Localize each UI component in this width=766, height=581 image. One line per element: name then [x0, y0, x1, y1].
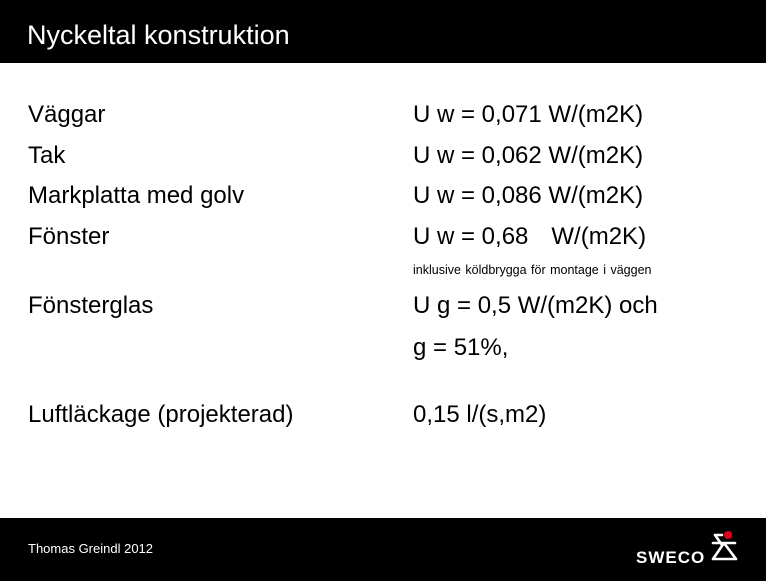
slide-content: Väggar U w = 0,071 W/(m2K) Tak U w = 0,0…: [0, 63, 766, 518]
footer-author: Thomas Greindl 2012: [28, 541, 154, 556]
row-value-unit: W/(m2K): [551, 223, 647, 250]
row-value: U g = 0,5 W/(m2K) och: [413, 292, 658, 319]
row-value: U w = 0,68 W/(m2K): [413, 222, 646, 252]
slide-footer: Thomas Greindl 2012 SWECO: [0, 518, 766, 581]
row-value-number: U w = 0,062: [413, 142, 542, 169]
row-label: Väggar: [28, 101, 106, 128]
row-value-unit: W/(m2K): [548, 101, 644, 128]
row-value-unit: W/(m2K): [548, 142, 644, 169]
row-value: U w = 0,071 W/(m2K): [413, 100, 643, 130]
row-value: U w = 0,062 W/(m2K): [413, 141, 643, 171]
row-label: Fönster: [28, 223, 110, 250]
window-note: inklusive köldbrygga för montage i vägge…: [413, 263, 652, 277]
row-value: 0,15 l/(s,m2): [413, 401, 547, 428]
row-label: Tak: [28, 142, 66, 169]
slide-header: Nyckeltal konstruktion: [0, 0, 766, 63]
row-label: Fönsterglas: [28, 292, 154, 319]
row-value: U w = 0,086 W/(m2K): [413, 181, 643, 211]
slide-title: Nyckeltal konstruktion: [27, 20, 290, 50]
row-value: g = 51%,: [413, 334, 509, 361]
row-value-unit: W/(m2K): [548, 182, 644, 209]
logo-text: SWECO: [636, 548, 706, 567]
sweco-logo: SWECO: [636, 530, 748, 570]
row-value-number: U w = 0,68: [413, 223, 529, 250]
row-value-number: U w = 0,086: [413, 182, 542, 209]
sweco-logo-icon: [711, 531, 738, 561]
row-value-number: U w = 0,071: [413, 101, 542, 128]
row-label: Markplatta med golv: [28, 182, 245, 209]
row-label: Luftläckage (projekterad): [28, 401, 294, 428]
